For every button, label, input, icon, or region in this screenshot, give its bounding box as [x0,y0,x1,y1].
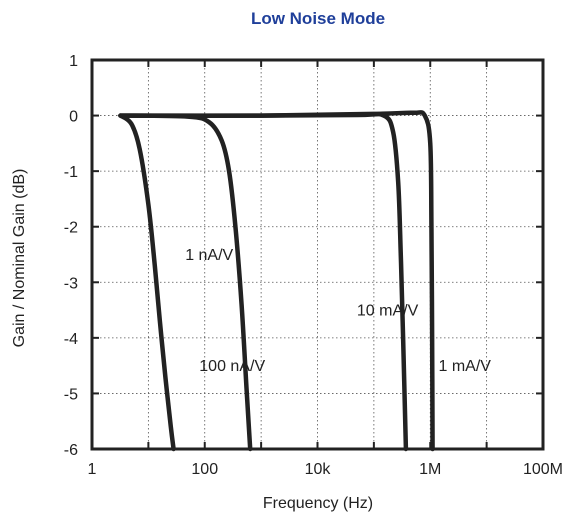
y-tick-label: -3 [64,275,78,292]
x-axis-label: Frequency (Hz) [263,495,373,512]
series-line-1-ma-v [118,110,435,452]
series-label-100-na-v: 100 nA/V [199,358,265,375]
series-line-10-ma-v [118,111,409,452]
y-tick-label: 1 [69,53,78,70]
y-tick-label: -6 [64,442,78,459]
x-tick-label: 100M [523,461,563,478]
x-tick-label: 100 [191,461,218,478]
y-axis-label: Gain / Nominal Gain (dB) [11,169,28,348]
y-tick-label: -5 [64,386,78,403]
series-label-1-na-v: 1 nA/V [185,247,233,264]
y-tick-label: -4 [64,331,78,348]
tick-layer: 1 0 -1 -2 -3 -4 -5 -6 1 100 10k 1M 100M [64,53,563,478]
grid-layer [92,60,543,449]
y-tick-label: 0 [69,109,78,126]
y-tick-label: -1 [64,164,78,181]
plot-frame [90,58,545,451]
series-label-1-ma-v: 1 mA/V [438,358,491,375]
series-label-10-ma-v: 10 mA/V [357,303,419,320]
x-tick-label: 1M [419,461,441,478]
series-line-1-na-v [118,113,176,452]
x-tick-label: 1 [88,461,97,478]
x-tick-label: 10k [305,461,332,478]
y-tick-label: -2 [64,220,78,237]
chart-title: Low Noise Mode [251,9,385,28]
annotation-layer: 1 nA/V 100 nA/V 10 mA/V 1 mA/V [185,247,491,375]
curve-layer [118,110,435,452]
